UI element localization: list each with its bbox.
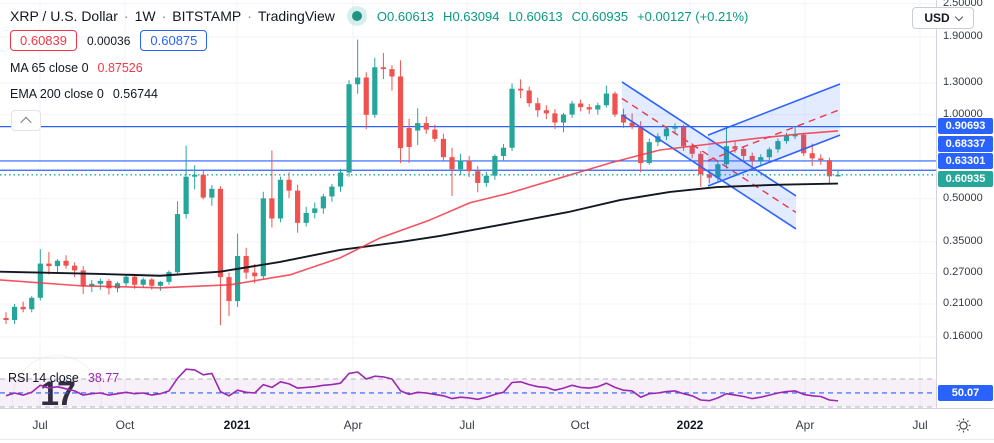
ema-indicator-row[interactable]: EMA 200 close 0 0.56744: [10, 87, 158, 101]
chart-canvas[interactable]: [0, 0, 936, 408]
time-tick: Jul: [912, 418, 928, 432]
time-tick: Apr: [795, 418, 815, 432]
rsi-indicator-value: 38.77: [87, 371, 120, 385]
price-level-badge: 0.63301: [938, 153, 993, 170]
separator-dot: ·: [161, 8, 167, 24]
ma-indicator-label: MA 65 close 0: [10, 61, 89, 75]
price-tick: 1.90000: [943, 30, 983, 42]
rsi-indicator-label: RSI 14 close: [8, 371, 79, 385]
ma-indicator-value: 0.87526: [97, 61, 143, 75]
price-tick: 0.50000: [943, 191, 983, 204]
time-tick: Jul: [32, 418, 48, 432]
sell-button[interactable]: 0.60839: [10, 30, 77, 51]
currency-label: USD: [924, 11, 950, 25]
time-axis[interactable]: Jul Oct 2021 Apr Jul Oct 2022 Apr Jul: [0, 408, 994, 443]
ma-indicator-row[interactable]: MA 65 close 0 0.87526: [10, 61, 143, 75]
spread-value: 0.00036: [87, 33, 131, 48]
price-tick: 0.35000: [943, 235, 983, 248]
price-tick: 0.21000: [943, 296, 983, 309]
high-label: H: [443, 8, 453, 24]
buy-button[interactable]: 0.60875: [140, 30, 208, 51]
rsi-indicator-row[interactable]: RSI 14 close 38.77: [8, 371, 119, 385]
low-label: L: [508, 8, 516, 24]
bid-ask-row: 0.60839 0.00036 0.60875: [10, 30, 208, 51]
currency-toggle-button[interactable]: USD: [912, 7, 974, 29]
chart-header: XRP / U.S. Dollar · 1W · BITSTAMP · Trad…: [10, 6, 748, 26]
collapse-indicators-button[interactable]: [11, 110, 41, 131]
status-dot-icon: [351, 11, 362, 21]
provider-label[interactable]: TradingView: [257, 8, 335, 24]
time-tick: Oct: [115, 418, 135, 432]
price-axis[interactable]: 50.07 2.50000 1.90000 1.30000 1.00000 0.5000…: [936, 0, 994, 443]
time-tick: Apr: [343, 418, 363, 432]
exchange-label[interactable]: BITSTAMP: [172, 8, 242, 24]
close-value: 0.60935: [581, 8, 629, 24]
ohlc-readout: O 0.60613 H 0.63094 L 0.60613 C 0.60935 +0.0…: [377, 9, 748, 24]
chevron-down-icon: [954, 12, 963, 21]
ema-indicator-value: 0.56744: [112, 87, 158, 101]
open-value: 0.60613: [387, 8, 435, 24]
rsi-midline-badge: 50.07: [938, 385, 993, 401]
price-tick: 1.30000: [943, 76, 983, 88]
last-price-badge: 0.60935: [938, 170, 993, 187]
chevron-up-icon: [20, 116, 32, 128]
high-value: 0.63094: [452, 8, 500, 24]
separator-dot: ·: [123, 8, 129, 24]
market-status-icon[interactable]: [346, 6, 367, 26]
time-tick: Oct: [570, 418, 590, 432]
ema-indicator-label: EMA 200 close 0: [10, 87, 104, 101]
time-tick: 2022: [676, 418, 704, 432]
price-tick: 0.27000: [943, 266, 983, 279]
price-tick: 0.16000: [943, 329, 983, 342]
price-tick: 1.00000: [943, 107, 983, 120]
open-label: O: [376, 8, 388, 24]
low-value: 0.60613: [515, 8, 563, 24]
close-label: C: [571, 8, 582, 24]
time-tick: Jul: [459, 418, 475, 432]
chart-settings-icon[interactable]: [955, 417, 972, 434]
interval-label[interactable]: 1W: [134, 8, 156, 24]
change-value: +0.00127 (+0.21%): [637, 8, 749, 24]
bottom-border: [0, 439, 994, 440]
price-level-badge: 0.68337: [938, 135, 993, 152]
separator-dot: ·: [247, 8, 252, 24]
price-level-badge: 0.90693: [938, 118, 993, 135]
symbol-title[interactable]: XRP / U.S. Dollar: [10, 8, 118, 24]
price-tick: 2.50000: [943, 0, 983, 9]
time-tick: 2021: [223, 418, 251, 432]
